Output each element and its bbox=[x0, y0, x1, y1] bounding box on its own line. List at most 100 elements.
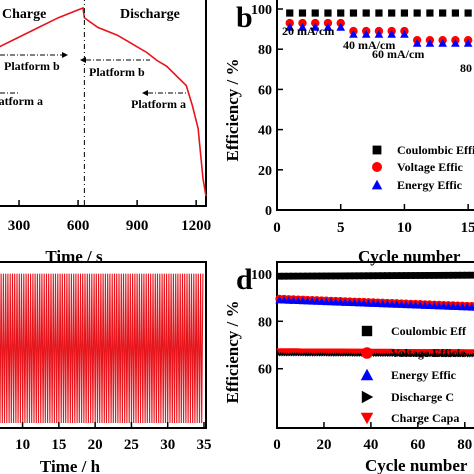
panel-d-point bbox=[388, 272, 396, 280]
discharge-label: Discharge bbox=[120, 7, 180, 22]
panel-b-point bbox=[387, 29, 397, 38]
panel-d-ytick-label: 60 bbox=[258, 363, 272, 378]
panel-b-legend-marker bbox=[372, 162, 382, 172]
platform-b-charge-arrow bbox=[62, 52, 68, 58]
panel-b-point bbox=[463, 38, 473, 47]
panel-c-xtick-label: 35 bbox=[197, 437, 212, 453]
panel-b-point bbox=[388, 9, 396, 17]
panel-b-point bbox=[286, 9, 294, 17]
panel-c-xtick-label: 15 bbox=[51, 437, 66, 453]
panel-d-point bbox=[308, 272, 316, 280]
panel-d-legend-marker bbox=[361, 390, 374, 404]
panel-d-point bbox=[383, 272, 391, 280]
panel-d-point bbox=[412, 272, 419, 279]
panel-d-point bbox=[294, 272, 302, 280]
panel-b-point bbox=[349, 9, 358, 17]
panel-b-point bbox=[439, 9, 447, 17]
panel-b-point bbox=[425, 38, 435, 47]
panel-d-point bbox=[468, 271, 474, 279]
panel-a-xtick-label: 300 bbox=[8, 218, 31, 234]
panel-b-point bbox=[426, 9, 434, 17]
panel-d-legend-marker bbox=[360, 412, 374, 425]
panel-b-point bbox=[323, 22, 333, 31]
panel-a-frame bbox=[0, 0, 207, 207]
panel-a-xlabel: Time / s bbox=[45, 247, 103, 266]
panel-b-point bbox=[361, 29, 371, 38]
panel-d-legend-marker bbox=[361, 347, 373, 359]
panel-b-ytick-label: 60 bbox=[258, 83, 272, 98]
panel-d-point bbox=[280, 272, 288, 280]
panel-d-point bbox=[360, 272, 368, 280]
panel-c-xtick-label: 30 bbox=[160, 437, 175, 453]
panel-d-point bbox=[471, 349, 474, 355]
panel-b-ylabel: Efficiency / % bbox=[223, 59, 242, 162]
panel-d-legend-label: Coulombic Eff bbox=[391, 324, 467, 338]
platform-a-charge-label: Platform a bbox=[0, 94, 43, 108]
panel-d-point bbox=[435, 271, 443, 279]
panel-b-point bbox=[310, 22, 320, 31]
panel-d-legend-marker bbox=[361, 325, 373, 337]
panel-c-frame bbox=[0, 261, 207, 429]
panel-d-point bbox=[402, 272, 410, 279]
panel-d-point bbox=[467, 303, 474, 311]
panel-d-xtick-label: 20 bbox=[316, 437, 331, 453]
panel-d-point bbox=[463, 271, 471, 279]
charge-label: Charge bbox=[2, 7, 46, 22]
panel-d-ytick-label: 80 bbox=[258, 315, 272, 330]
panel-d-legend-marker bbox=[360, 368, 374, 381]
panel-b-xtick-label: 15 bbox=[461, 220, 474, 236]
panel-d-point bbox=[313, 272, 321, 280]
panel-b-point bbox=[324, 9, 332, 17]
panel-b-point bbox=[400, 9, 409, 17]
panel-a-xtick-label: 600 bbox=[67, 218, 90, 234]
panel-b-point bbox=[298, 9, 307, 17]
panel-d-point bbox=[318, 272, 325, 280]
panel-d-point bbox=[398, 272, 405, 279]
panel-a-xtick-label: 1200 bbox=[181, 218, 211, 234]
panel-b-point bbox=[298, 22, 307, 31]
panel-b-legend-marker bbox=[371, 179, 383, 190]
voltage-curve bbox=[0, 6, 207, 197]
panel-b-xlabel: Cycle number bbox=[358, 247, 461, 266]
panel-b-point bbox=[349, 29, 358, 38]
panel-b-point bbox=[311, 9, 319, 17]
platform-b-charge-label: Platform b bbox=[4, 59, 60, 73]
panel-b-ytick-label: 80 bbox=[258, 43, 272, 58]
panel-d-point bbox=[430, 271, 438, 279]
platform-a-discharge-arrow bbox=[142, 90, 148, 96]
panel-b-point bbox=[337, 9, 345, 17]
panel-d-legend-label: Discharge C bbox=[391, 390, 454, 404]
panel-b-legend-label: Voltage Effic bbox=[397, 160, 464, 174]
panel-d-point bbox=[355, 272, 363, 280]
panel-d-point bbox=[454, 271, 462, 279]
panel-d-point bbox=[379, 272, 387, 280]
panel-d-legend-label: Charge Capa bbox=[391, 411, 459, 425]
panel-b-point bbox=[285, 22, 295, 31]
panel-d-ytick-label: 100 bbox=[251, 268, 272, 283]
panel-b-point bbox=[464, 9, 472, 17]
panel-b-point bbox=[412, 38, 422, 47]
panel-d-point bbox=[336, 272, 344, 280]
cycling-curve bbox=[0, 273, 204, 424]
panel-d-xtick-label: 0 bbox=[273, 437, 281, 453]
rate-label: 60 mA/cm bbox=[372, 47, 424, 61]
panel-d-xtick-label: 60 bbox=[410, 437, 425, 453]
panel-d-point bbox=[290, 272, 297, 280]
panel-d-point bbox=[304, 272, 311, 280]
panel-d-point bbox=[327, 272, 335, 280]
platform-b-discharge-arrow bbox=[80, 57, 86, 63]
panel-c-xtick-label: 10 bbox=[15, 437, 30, 453]
panel-d-point bbox=[421, 272, 429, 279]
panel-d-xtick-label: 40 bbox=[363, 437, 378, 453]
panel-b-point bbox=[362, 9, 370, 17]
panel-b-legend-marker bbox=[372, 145, 382, 155]
panel-d-point bbox=[393, 272, 401, 279]
rate-label: 80 bbox=[460, 61, 472, 75]
panel-b-point bbox=[375, 9, 383, 17]
panel-d-frame bbox=[276, 261, 474, 429]
panel-d-point bbox=[369, 272, 377, 280]
panel-d-point bbox=[299, 272, 307, 280]
panel-d-point bbox=[322, 272, 330, 280]
